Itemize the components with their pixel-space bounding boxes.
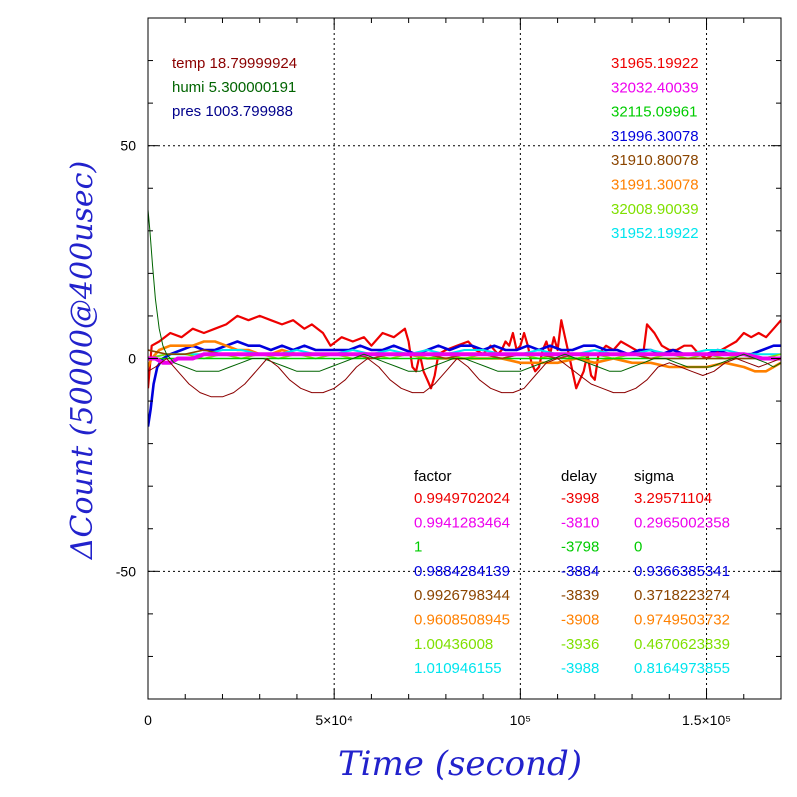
env-legend-entry: pres 1003.799988 [172,103,293,120]
series-line-7 [148,352,781,365]
mean-legend-entry: 32115.09961 [611,104,697,121]
series-line-9 [148,358,781,398]
fit-table-header: sigma [634,468,675,485]
fit-table-sigma: 0.4670623839 [634,636,730,653]
tick-labels: 0 5×10⁴ 10⁵ 1.5×10⁵ -50 0 50 [116,138,731,728]
fit-table-factor: 0.9608508945 [414,612,510,629]
mean-legend-entry: 31952.19922 [611,225,699,242]
fit-parameter-table: factor delay sigma 0.9949702024 -3998 3.29571… [414,468,730,677]
axis-ticks [147,17,782,700]
fit-table-factor: 0.9949702024 [414,490,510,507]
environment-legend: temp 18.79999924 humi 5.300000191 pres 100… [172,55,297,120]
fit-table-factor: 0.9884284139 [414,563,510,580]
x-tick-label: 0 [144,712,152,728]
x-tick-label: 5×10⁴ [315,712,353,728]
fit-table-sigma: 0.9749503732 [634,612,730,629]
fit-table-sigma: 0.9366385341 [634,563,730,580]
fit-table-sigma: 3.29571104 [634,490,712,507]
fit-table-delay: -3810 [561,514,599,531]
mean-legend-entry: 32032.40039 [611,79,699,96]
fit-table-delay: -3839 [561,587,599,604]
mean-legend-entry: 31910.80078 [611,152,699,169]
mean-legend-entry: 31965.19922 [611,55,699,72]
fit-table-delay: -3988 [561,660,599,677]
fit-table-factor: 1 [414,539,422,556]
fit-table-delay: -3798 [561,539,599,556]
x-axis-label: Time (second) [338,744,582,784]
fit-table-delay: -3936 [561,636,599,653]
fit-table-delay: -3998 [561,490,599,507]
mean-legend-entry: 31991.30078 [611,177,699,194]
fit-table-sigma: 0.3718223274 [634,587,730,604]
series-line-0 [148,314,781,390]
x-tick-label: 1.5×10⁵ [682,712,731,728]
y-tick-label: -50 [116,563,136,579]
fit-table-header: delay [561,468,597,485]
fit-table-factor: 1.00436008 [414,636,493,653]
fit-table-delay: -3908 [561,612,599,629]
fit-table-factor: 1.010946155 [414,660,502,677]
series-layer [148,209,781,427]
y-tick-label: 0 [128,351,136,367]
x-tick-label: 10⁵ [510,712,531,728]
fit-table-sigma: 0 [634,539,642,556]
fit-table-delay: -3884 [561,563,599,580]
fit-table-header: factor [414,468,452,485]
mean-count-legend: 31965.19922 32032.40039 32115.09961 31996.3… [611,55,699,242]
fit-table-factor: 0.9926798344 [414,587,510,604]
fit-table-factor: 0.9941283464 [414,514,510,531]
env-legend-entry: temp 18.79999924 [172,55,297,72]
y-tick-label: 50 [120,138,136,154]
mean-legend-entry: 32008.90039 [611,201,699,218]
series-line-8 [148,209,781,372]
fit-table-sigma: 0.8164973855 [634,660,730,677]
env-legend-entry: humi 5.300000191 [172,79,296,96]
mean-legend-entry: 31996.30078 [611,128,699,145]
fit-table-sigma: 0.2965002358 [634,514,730,531]
y-axis-label: ΔCount (50000@400usec) [65,161,100,560]
